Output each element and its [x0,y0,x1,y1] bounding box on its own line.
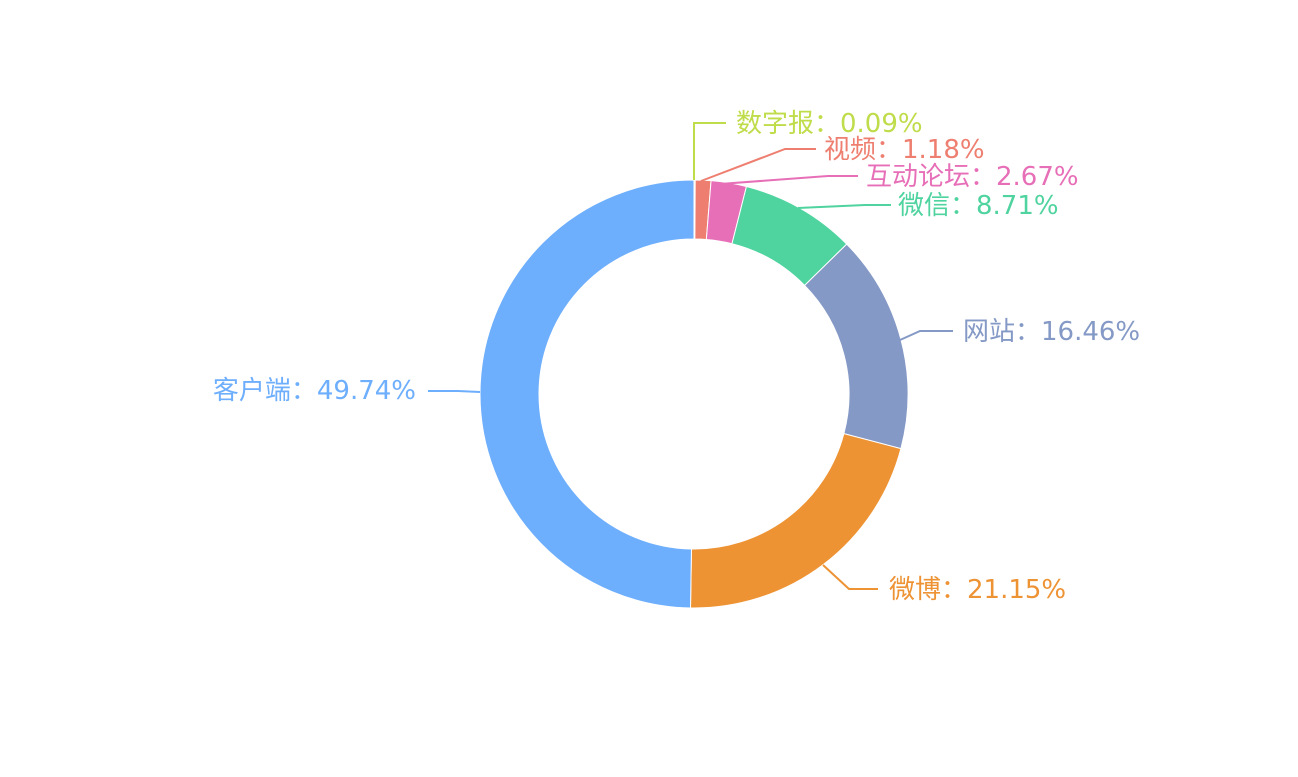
leader-line-weixin [797,204,891,209]
label-leader-lines [428,122,953,590]
label-shuzibao: 数字报：0.09% [736,109,923,139]
label-weibo: 微博：21.15% [889,575,1066,605]
label-weixin: 微信：8.71% [898,191,1059,221]
slice-labels: 数字报：0.09%视频：1.18%互动论坛：2.67%微信：8.71% 网站：16… [213,109,1140,605]
label-kehuduan: 客户端：49.74% [213,376,416,406]
label-shipin: 视频：1.18% [824,135,985,165]
leader-line-kehuduan [428,390,481,393]
slice-kehuduan [479,179,695,609]
slice-weibo [689,432,902,609]
label-wangzhan: 网站：16.46% [963,317,1140,347]
leader-line-shipin [700,148,816,182]
label-hudong-luntan: 互动论坛：2.67% [866,162,1079,192]
slice-wangzhan [803,243,909,450]
donut-slices [479,179,909,609]
leader-line-weibo [822,564,878,590]
leader-line-wangzhan [899,330,953,341]
leader-line-shuzibao [693,122,726,180]
leader-line-hudong-luntan [719,175,858,185]
